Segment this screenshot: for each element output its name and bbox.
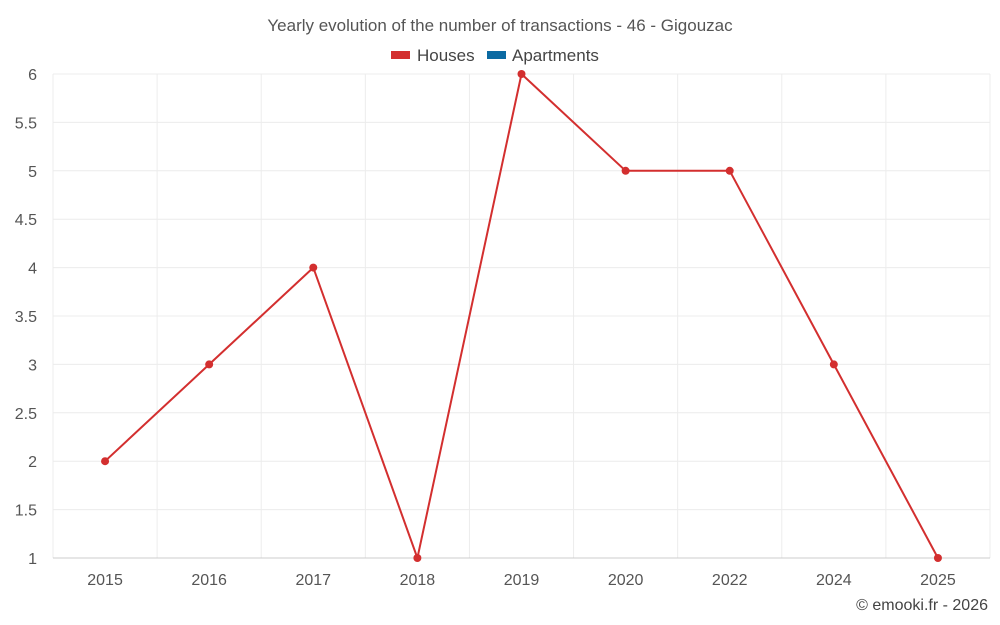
legend: Houses Apartments — [391, 46, 599, 65]
legend-swatch-houses — [391, 51, 410, 59]
legend-swatch-apartments — [487, 51, 506, 59]
x-tick-label: 2022 — [712, 572, 748, 589]
y-axis-ticks: 1 1.5 2 2.5 3 3.5 4 4.5 5 5.5 6 — [15, 67, 37, 568]
x-tick-label: 2017 — [295, 572, 331, 589]
data-point-houses-2015[interactable] — [101, 457, 110, 466]
data-point-houses-2024[interactable] — [829, 360, 838, 369]
data-point-houses-2022[interactable] — [725, 166, 734, 175]
data-point-houses-2020[interactable] — [621, 166, 630, 175]
y-tick-label: 1 — [28, 551, 37, 568]
x-tick-label: 2024 — [816, 572, 852, 589]
x-tick-label: 2019 — [504, 572, 540, 589]
x-axis-ticks: 2015 2016 2017 2018 2019 2020 2022 2024 2025 — [87, 572, 956, 589]
x-tick-label: 2018 — [400, 572, 436, 589]
x-tick-label: 2015 — [87, 572, 123, 589]
y-tick-label: 1.5 — [15, 503, 37, 520]
y-tick-label: 3 — [28, 357, 37, 374]
legend-label-apartments[interactable]: Apartments — [512, 46, 599, 65]
data-point-houses-2018[interactable] — [413, 554, 422, 562]
credit: © emooki.fr - 2026 — [856, 597, 988, 614]
data-point-houses-2017[interactable] — [309, 263, 318, 272]
y-tick-label: 5 — [28, 164, 37, 181]
data-point-houses-2019[interactable] — [517, 70, 526, 78]
legend-label-houses[interactable]: Houses — [417, 46, 475, 65]
y-tick-label: 4 — [28, 261, 37, 278]
y-tick-label: 5.5 — [15, 115, 37, 132]
x-tick-label: 2016 — [191, 572, 227, 589]
x-tick-label: 2020 — [608, 572, 644, 589]
x-tick-label: 2025 — [920, 572, 956, 589]
y-tick-label: 2 — [28, 454, 37, 471]
grid — [52, 73, 991, 559]
chart-title: Yearly evolution of the number of transa… — [267, 16, 733, 35]
series-houses — [101, 70, 942, 562]
data-point-houses-2025[interactable] — [933, 554, 942, 562]
y-tick-label: 2.5 — [15, 406, 37, 423]
y-tick-label: 6 — [28, 67, 37, 84]
data-point-houses-2016[interactable] — [205, 360, 214, 369]
y-tick-label: 4.5 — [15, 212, 37, 229]
y-tick-label: 3.5 — [15, 309, 37, 326]
